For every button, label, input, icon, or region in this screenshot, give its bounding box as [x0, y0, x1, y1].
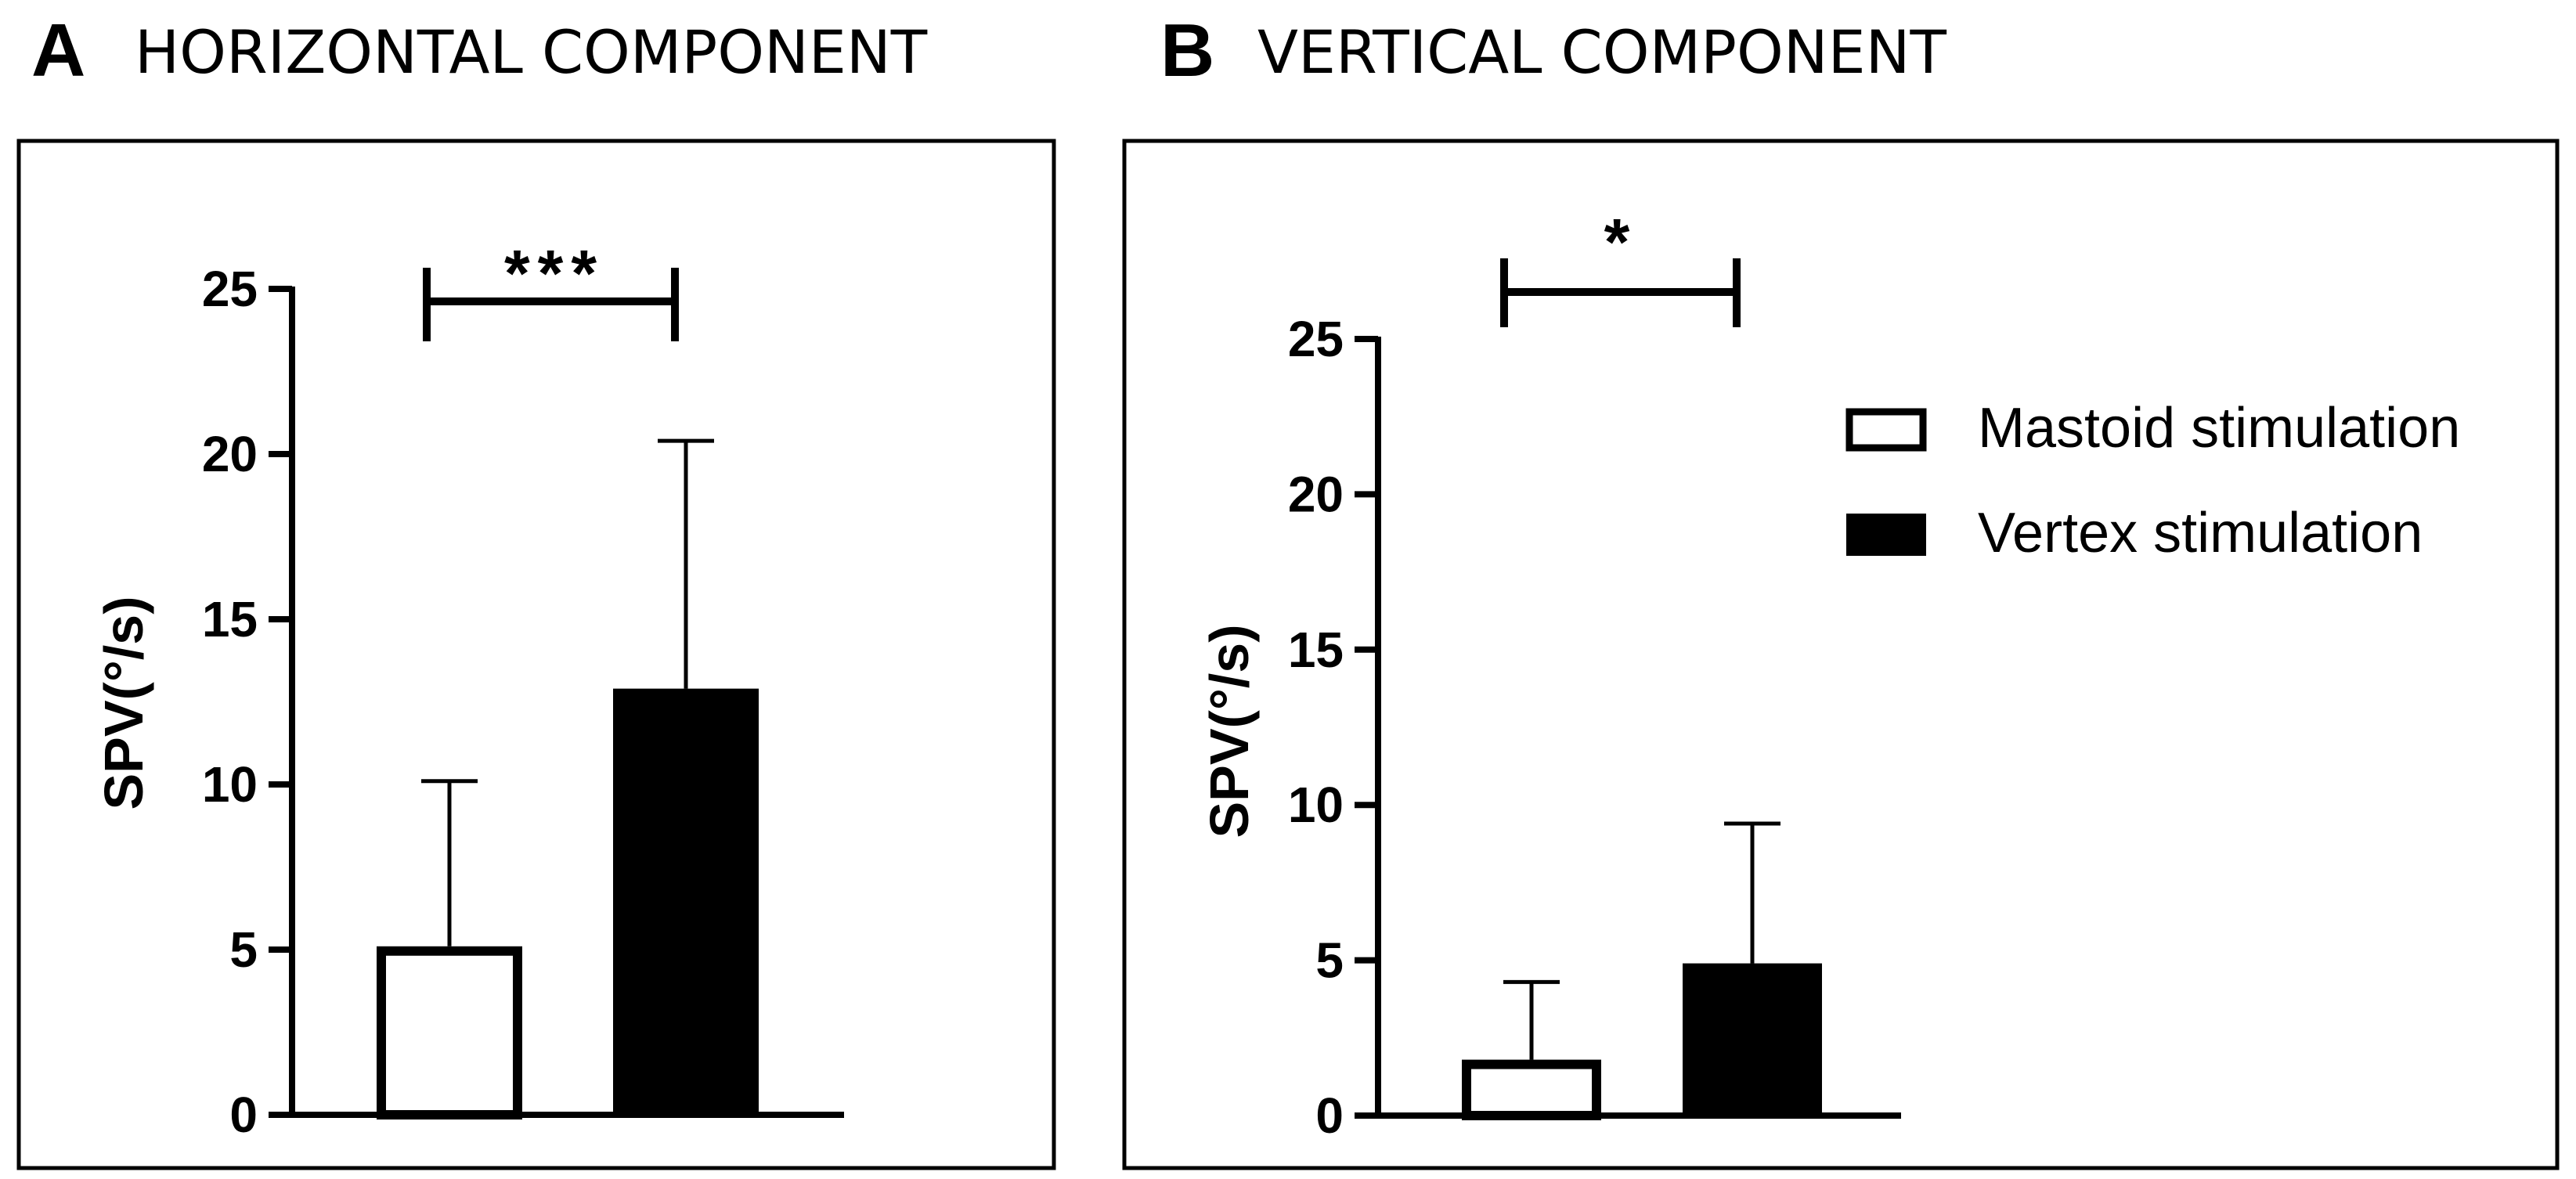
legend-label-mastoid: Mastoid stimulation — [1978, 397, 2460, 460]
legend: Mastoid stimulation Vertex stimulation — [1845, 397, 2460, 564]
panel-a-y-axis-label: SPV(°/s) — [93, 596, 154, 809]
panel-b-y-tick-label: 25 — [1288, 311, 1344, 367]
panel-a-bar-vertex — [613, 688, 759, 1115]
panel-a-y-tick-label: 15 — [202, 591, 258, 647]
panel-a-letter: A — [31, 9, 85, 92]
panel-a-y-tick-label: 5 — [229, 921, 258, 978]
panel-a-plot: 0 5 10 15 20 25 *** — [202, 236, 844, 1143]
panel-b-y-tick-label: 20 — [1288, 466, 1344, 522]
panel-a-frame — [16, 139, 1056, 1170]
panel-b-y-tick-label: 0 — [1315, 1087, 1344, 1144]
panel-b-significance-label: * — [1604, 205, 1638, 279]
panel-a: A HORIZONTAL COMPONENT SPV(°/s) 0 5 10 15 20… — [16, 9, 1056, 1170]
panel-a-y-tick-label: 10 — [202, 756, 258, 813]
panel-b-y-tick-label: 5 — [1315, 932, 1344, 989]
panel-b-y-tick-label: 10 — [1288, 777, 1344, 833]
legend-label-vertex: Vertex stimulation — [1978, 502, 2423, 564]
panel-a-y-tick-label: 20 — [202, 426, 258, 482]
legend-swatch-vertex — [1846, 514, 1926, 556]
panel-b-bar-vertex — [1683, 963, 1822, 1116]
panel-b-frame — [1122, 139, 2560, 1170]
panel-b-bar-mastoid — [1462, 1059, 1601, 1121]
panel-b-plot: 0 5 10 15 20 25 * — [1288, 205, 1901, 1144]
legend-swatch-mastoid — [1845, 408, 1927, 452]
panel-b-letter: B — [1160, 9, 1214, 92]
panel-b-y-tick-label: 15 — [1288, 622, 1344, 678]
panel-b-title: VERTICAL COMPONENT — [1257, 17, 1947, 87]
panel-a-y-tick-label: 0 — [229, 1087, 258, 1143]
panel-a-bar-mastoid — [377, 946, 522, 1120]
panel-b-y-axis-label: SPV(°/s) — [1199, 624, 1260, 838]
panel-a-significance-label: *** — [504, 236, 604, 310]
panel-b: B VERTICAL COMPONENT SPV(°/s) 0 5 10 15 20 25… — [1122, 9, 2560, 1170]
panel-a-title: HORIZONTAL COMPONENT — [135, 17, 928, 87]
panel-a-y-tick-label: 25 — [202, 261, 258, 317]
